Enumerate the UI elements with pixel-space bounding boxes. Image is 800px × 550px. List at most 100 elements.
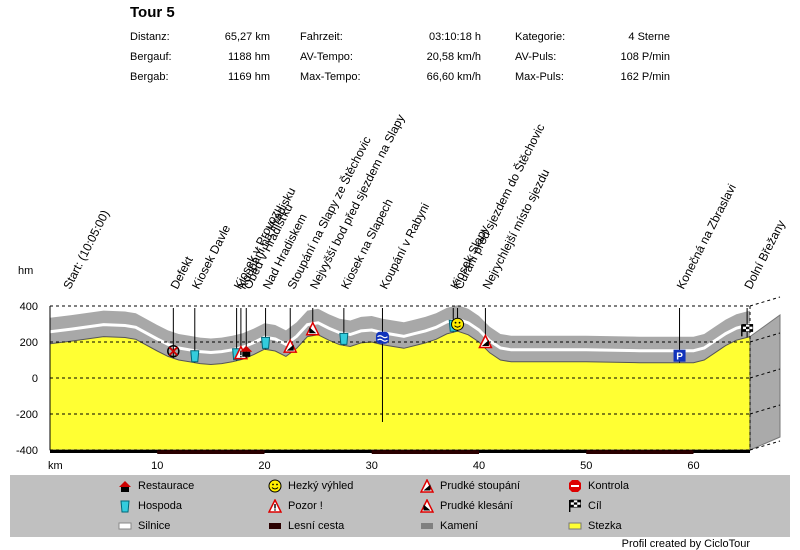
stat-label: Bergab: [130,71,169,83]
break-mark [168,346,178,356]
flag-square [746,324,750,327]
road-swatch-icon [118,522,132,530]
trail-swatch-icon [568,522,582,530]
parking-letter: P [676,352,683,363]
checkered-flag-icon [569,499,581,512]
mug-shape [261,336,271,349]
warning-icon [268,499,282,513]
stat-value: 65,27 km [224,31,270,43]
smiley-eye [458,321,461,324]
gridline-3d [749,332,781,343]
y-axis-label: hm [18,265,33,277]
waypoint-label: Konečná na Zbraslavi [674,182,739,292]
slope-shape [286,344,294,351]
flag-square [577,502,581,505]
legend-label: Cíl [588,500,602,512]
gridline-3d [749,404,781,415]
slope-shape [423,504,431,511]
exclamation-dot [240,355,242,358]
legend-label: Pozor ! [288,500,323,512]
legend-item-cil: Cíl [568,499,601,513]
gridline-3d [749,296,781,307]
flag-square [749,326,753,330]
x-axis-label: km [48,460,63,472]
smiley-face [451,317,465,331]
steep-climb-icon [420,479,434,493]
waypoint-icon [478,333,493,349]
forest-path-swatch-icon [269,523,281,529]
flag-square [573,504,578,508]
flag-square [573,502,578,505]
legend-label: Hezký výhled [288,480,354,492]
legend-label: Prudké klesání [440,500,513,512]
x-tick-label: 30 [366,460,378,472]
flag-pole [569,500,571,512]
waypoint-icon [261,336,271,349]
flag-square [573,500,578,503]
legend-label: Hospoda [138,500,183,512]
smiley-face [268,479,282,493]
restaurant-icon [119,481,131,492]
y-tick-label: 0 [32,373,38,385]
stop-icon [569,480,581,492]
ground-side-face [749,314,781,451]
stat-value: 1188 hm [228,51,270,63]
legend-label: Stezka [588,520,622,532]
flag-square [570,500,574,503]
legend-item-restaurace: Restaurace [118,479,194,493]
smiley-eye [454,321,457,324]
gridline-3d [749,368,781,379]
legend-label: Lesní cesta [288,520,345,532]
waypoint-icon [283,338,298,353]
slope-shape [309,327,317,334]
forest-segment [157,450,265,454]
forest-segment [371,450,479,454]
flag-square [570,504,574,508]
stat-value: 1169 hm [228,71,270,83]
slope-shape [481,339,489,346]
stat-label: Bergauf: [130,51,172,63]
flag-square [742,329,747,332]
wheel-ring [167,344,180,358]
stat-value: 162 P/min [620,71,670,83]
pub-icon [120,500,130,513]
waypoint-icon: P [673,349,686,363]
flag-square [746,329,750,332]
legend-item-stezka: Stezka [568,519,622,533]
stat-value: 03:10:18 h [429,31,481,43]
legend-item-kontrola: Kontrola [568,479,629,493]
legend-label: Kontrola [588,480,629,492]
parking-square [673,349,686,362]
stat-value: 4 Sterne [628,31,670,43]
stat-value: 66,60 km/h [426,71,481,83]
profile-area [49,330,751,451]
swatch [118,522,132,530]
flag-square [577,500,581,503]
stop-bar [571,485,579,487]
legend-label: Restaurace [138,480,195,492]
x-tick-label: 40 [473,460,485,472]
flag-border [742,324,754,332]
mug-shape [190,350,200,363]
tour-title: Tour 5 [130,4,175,21]
house-body [121,487,129,492]
credit: Profil created by CicloTour [621,538,750,550]
smiley-eye [272,483,274,486]
swatch [568,522,582,530]
waves-shape [377,335,388,342]
stat-label: Kategorie: [515,31,566,43]
stat-label: Fahrzeit: [300,31,343,43]
steep-descent-icon [420,499,434,513]
smiley-icon [268,479,282,493]
legend-item-kameni: Kamení [420,519,478,533]
y-tick-label: 400 [20,301,38,313]
legend-item-pozor: Pozor ! [268,499,323,513]
stones-swatch-icon [421,523,433,529]
legend-item-hezky-vyhled: Hezký výhled [268,479,353,493]
x-tick-label: 50 [580,460,592,472]
smiley-mouth [454,325,461,328]
waypoint-icon [339,332,349,345]
legend-item-prudke-stoupani: Prudké stoupání [420,479,520,493]
legend-item-hospoda: Hospoda [118,499,182,513]
legend-label: Silnice [138,520,171,532]
